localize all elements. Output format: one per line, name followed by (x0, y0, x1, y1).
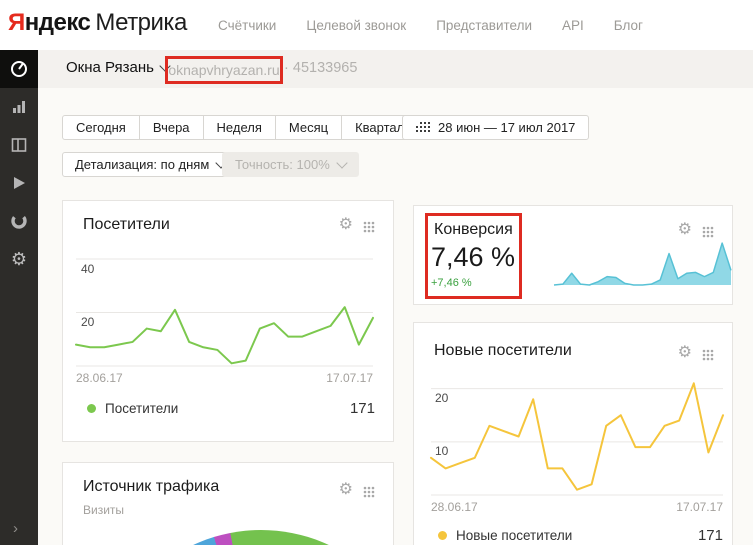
logo-letter-ya: Я (8, 9, 25, 36)
counter-domain-link[interactable]: oknapvhryazan.ru (168, 62, 280, 78)
conversion-sparkline (554, 241, 731, 285)
new-visitors-chart-svg (431, 378, 723, 495)
tab-week[interactable]: Неделя (202, 115, 276, 140)
visitors-line-chart: 40 20 (76, 259, 373, 366)
widget-visitors-title[interactable]: Посетители (83, 216, 170, 233)
gauge-icon (11, 61, 27, 77)
sidebar-item-summary[interactable] (0, 126, 38, 164)
sidebar-item-dashboard[interactable] (0, 50, 38, 88)
legend-dot-yellow (438, 530, 447, 540)
sidebar-item-reports[interactable] (0, 88, 38, 126)
date-range-button[interactable]: 28 июн — 17 июл 2017 (402, 115, 590, 140)
ytick-10: 10 (435, 444, 449, 458)
widget-traffic-source-title[interactable]: Источник трафика (83, 478, 220, 495)
drag-handle-icon[interactable] (702, 226, 714, 238)
left-sidebar: ⚙ › (0, 50, 38, 545)
bar-chart-icon (13, 101, 25, 113)
play-icon (14, 177, 25, 189)
nav-representatives[interactable]: Представители (436, 17, 533, 33)
widget-new-visitors-title[interactable]: Новые посетители (434, 342, 572, 359)
separator-dot: · (284, 60, 289, 76)
legend-dot-green (87, 403, 96, 413)
legend-label[interactable]: Новые посетители (456, 527, 573, 543)
counter-id: · 45133965 (284, 60, 357, 76)
gear-icon[interactable]: ⚙ (338, 481, 353, 498)
nav-blog[interactable]: Блог (613, 17, 643, 33)
top-header: Яндекс Метрика Счётчики Целевой звонок Пр… (0, 0, 753, 50)
sidebar-item-settings[interactable]: ⚙ (0, 240, 38, 278)
ytick-40: 40 (81, 262, 95, 276)
widget-conversion-title[interactable]: Конверсия (434, 221, 513, 238)
gear-icon: ⚙ (10, 249, 28, 269)
ytick-20: 20 (435, 391, 449, 405)
conversion-delta: +7,46 % (431, 277, 472, 289)
calendar-grid-icon (416, 121, 430, 132)
donut-segment-icon (11, 213, 27, 229)
sidebar-expand-chevron[interactable]: › (13, 520, 18, 537)
widget-traffic-source: Источник трафика Визиты ⚙ (62, 462, 394, 545)
yandex-metrika-logo[interactable]: Яндекс Метрика (8, 9, 187, 37)
tab-today[interactable]: Сегодня (62, 115, 140, 140)
layout-icon (11, 138, 27, 152)
legend-total: 171 (349, 399, 375, 417)
visitors-chart-svg (76, 259, 373, 366)
drag-handle-icon[interactable] (363, 221, 375, 233)
nav-counters[interactable]: Счётчики (218, 17, 277, 33)
counter-bar: Окна Рязань oknapvhryazan.ru · 45133965 (38, 50, 753, 88)
x-start-label: 28.06.17 (76, 371, 123, 385)
tab-yesterday[interactable]: Вчера (138, 115, 204, 140)
x-end-label: 17.07.17 (326, 371, 373, 385)
logo-product: Метрика (95, 9, 187, 36)
annotation-box-domain: oknapvhryazan.ru (165, 56, 283, 84)
legend-total: 171 (697, 526, 723, 544)
visitors-legend: Посетители 171 (87, 399, 375, 417)
counter-id-value: 45133965 (292, 60, 358, 76)
widget-new-visitors: Новые посетители ⚙ 20 10 28.06.17 17.07.… (413, 322, 733, 545)
traffic-pie-chart (100, 530, 393, 545)
sidebar-item-segments[interactable] (0, 202, 38, 240)
ytick-20: 20 (81, 315, 95, 329)
drag-handle-icon[interactable] (363, 486, 375, 498)
new-visitors-line-chart: 20 10 (431, 378, 723, 495)
gear-icon[interactable]: ⚙ (677, 344, 692, 361)
nav-target-call[interactable]: Целевой звонок (306, 17, 407, 33)
tab-month[interactable]: Месяц (274, 115, 343, 140)
drag-handle-icon[interactable] (702, 349, 714, 361)
nav-api[interactable]: API (562, 17, 584, 33)
conversion-sparkline-svg (554, 241, 731, 285)
x-axis-labels: 28.06.17 17.07.17 (431, 500, 723, 514)
widget-traffic-source-subtitle: Визиты (83, 503, 125, 517)
counter-selector[interactable]: Окна Рязань (66, 59, 171, 76)
date-range-label: 28 июн — 17 июл 2017 (438, 120, 576, 135)
header-nav: Счётчики Целевой звонок Представители AP… (218, 0, 643, 50)
x-start-label: 28.06.17 (431, 500, 478, 514)
accuracy-dropdown-disabled: Точность: 100% (222, 152, 359, 177)
accuracy-label: Точность: 100% (235, 157, 330, 172)
gear-icon[interactable]: ⚙ (338, 216, 353, 233)
counter-name-label: Окна Рязань (66, 59, 154, 76)
legend-label[interactable]: Посетители (105, 400, 179, 416)
x-axis-labels: 28.06.17 17.07.17 (76, 371, 373, 385)
logo-text: ндекс (24, 9, 91, 36)
widget-visitors: Посетители ⚙ 40 20 28.06.17 17.07.17 Пос… (62, 200, 394, 442)
x-end-label: 17.07.17 (676, 500, 723, 514)
conversion-value: 7,46 % (431, 242, 516, 272)
detalization-label: Детализация: по дням (75, 157, 210, 172)
widget-conversion: Конверсия ⚙ 7,46 % +7,46 % (413, 205, 733, 305)
new-visitors-legend: Новые посетители 171 (438, 526, 723, 544)
chevron-down-icon (336, 156, 348, 169)
detalization-dropdown[interactable]: Детализация: по дням (62, 152, 239, 177)
sidebar-item-webvisor[interactable] (0, 164, 38, 202)
gear-icon[interactable]: ⚙ (677, 221, 692, 238)
